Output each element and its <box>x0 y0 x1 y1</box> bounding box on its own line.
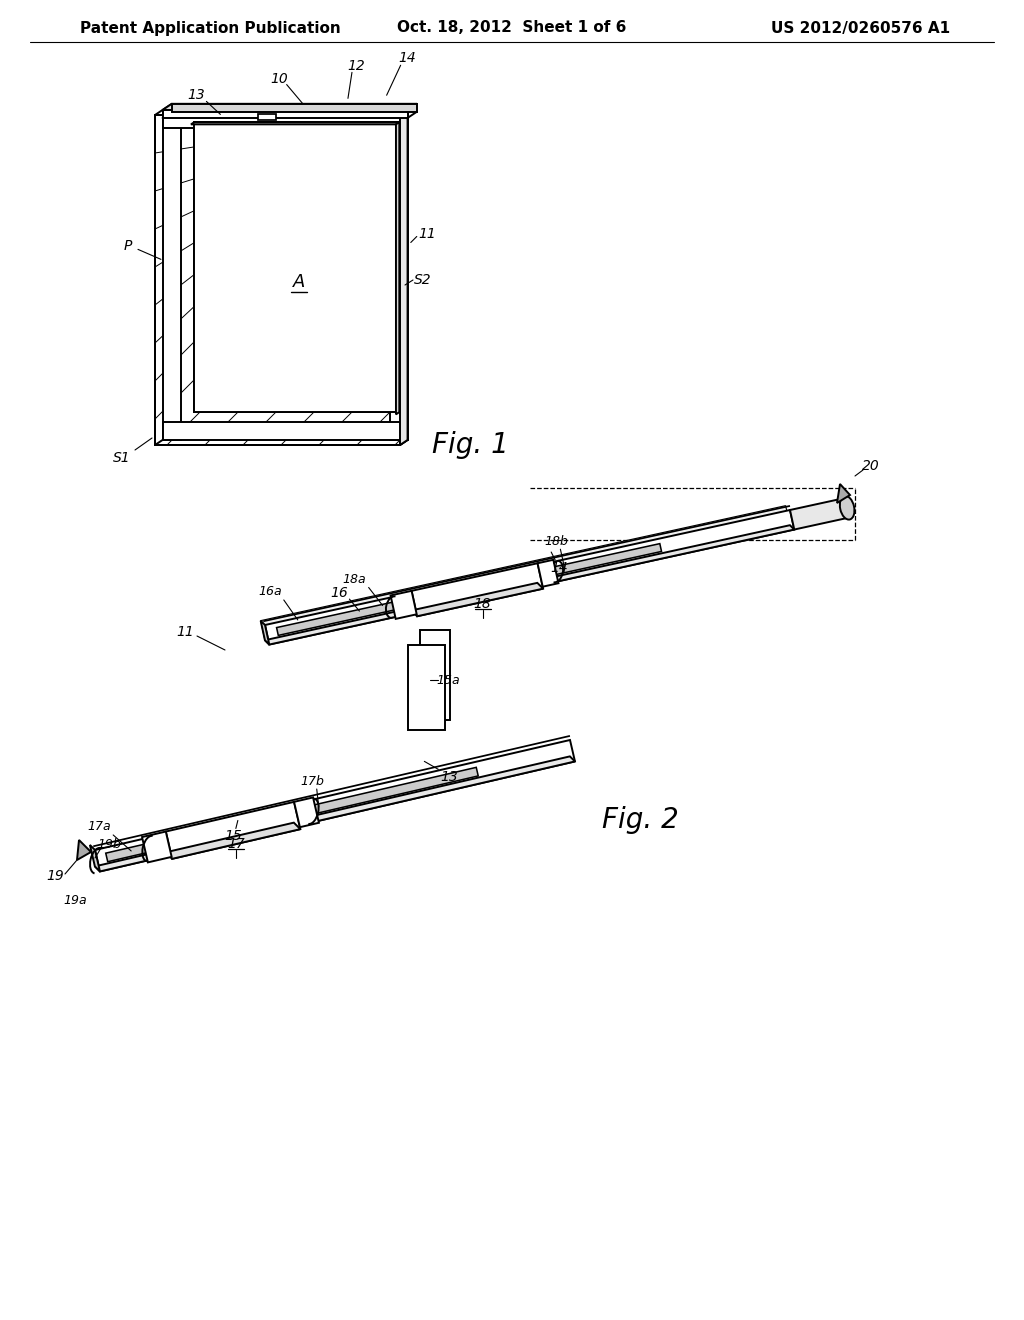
Ellipse shape <box>840 496 854 520</box>
Polygon shape <box>77 840 91 861</box>
Text: US 2012/0260576 A1: US 2012/0260576 A1 <box>771 21 950 36</box>
Polygon shape <box>190 123 399 124</box>
Polygon shape <box>420 630 450 719</box>
Text: 18a: 18a <box>343 573 367 586</box>
Polygon shape <box>105 767 478 862</box>
Text: 12: 12 <box>347 59 365 74</box>
Text: Oct. 18, 2012  Sheet 1 of 6: Oct. 18, 2012 Sheet 1 of 6 <box>397 21 627 36</box>
Text: Fig. 1: Fig. 1 <box>432 432 508 459</box>
Text: 14: 14 <box>550 561 568 576</box>
Text: A: A <box>293 273 305 292</box>
Text: 18b: 18b <box>545 535 568 548</box>
Text: P: P <box>124 239 132 253</box>
Text: 13: 13 <box>440 771 458 784</box>
Polygon shape <box>400 110 408 445</box>
Text: 17: 17 <box>227 837 245 851</box>
Polygon shape <box>837 484 850 503</box>
Polygon shape <box>408 645 445 730</box>
Polygon shape <box>95 756 574 871</box>
Text: 15: 15 <box>224 829 242 843</box>
Polygon shape <box>90 845 100 871</box>
Polygon shape <box>172 104 417 112</box>
Polygon shape <box>163 110 180 440</box>
Polygon shape <box>265 510 795 644</box>
Text: Fig. 2: Fig. 2 <box>602 807 678 834</box>
Polygon shape <box>294 797 318 828</box>
Polygon shape <box>261 506 790 640</box>
Polygon shape <box>276 544 662 635</box>
Text: 19a: 19a <box>63 894 87 907</box>
Text: 14: 14 <box>398 51 417 65</box>
Polygon shape <box>396 123 399 414</box>
Text: 16a: 16a <box>258 586 282 598</box>
Polygon shape <box>142 832 172 862</box>
Text: 11: 11 <box>418 227 435 242</box>
Text: 20: 20 <box>862 459 880 473</box>
Polygon shape <box>538 560 558 586</box>
Polygon shape <box>390 591 417 619</box>
Polygon shape <box>261 620 269 644</box>
Text: 18: 18 <box>474 597 492 611</box>
Text: 19b: 19b <box>97 837 121 850</box>
Text: 15a: 15a <box>436 673 460 686</box>
Text: Patent Application Publication: Patent Application Publication <box>80 21 341 36</box>
Polygon shape <box>195 123 399 412</box>
Polygon shape <box>163 110 408 128</box>
Polygon shape <box>265 525 795 644</box>
Text: 11: 11 <box>176 624 194 639</box>
Polygon shape <box>389 110 408 440</box>
Polygon shape <box>163 104 417 110</box>
Polygon shape <box>258 115 276 120</box>
Text: 16: 16 <box>331 586 348 601</box>
Text: 10: 10 <box>270 71 289 86</box>
Polygon shape <box>155 115 400 445</box>
Text: 13: 13 <box>187 88 205 103</box>
Text: S2: S2 <box>414 273 432 286</box>
Text: 19: 19 <box>46 869 63 883</box>
Polygon shape <box>163 422 408 440</box>
Polygon shape <box>163 110 408 117</box>
Text: 17b: 17b <box>301 775 325 788</box>
Polygon shape <box>790 498 849 529</box>
Polygon shape <box>412 583 543 616</box>
Polygon shape <box>95 741 574 871</box>
Text: 17a: 17a <box>87 821 111 833</box>
Polygon shape <box>166 822 300 859</box>
Text: S1: S1 <box>114 451 131 465</box>
Polygon shape <box>166 801 300 859</box>
Polygon shape <box>412 564 543 616</box>
